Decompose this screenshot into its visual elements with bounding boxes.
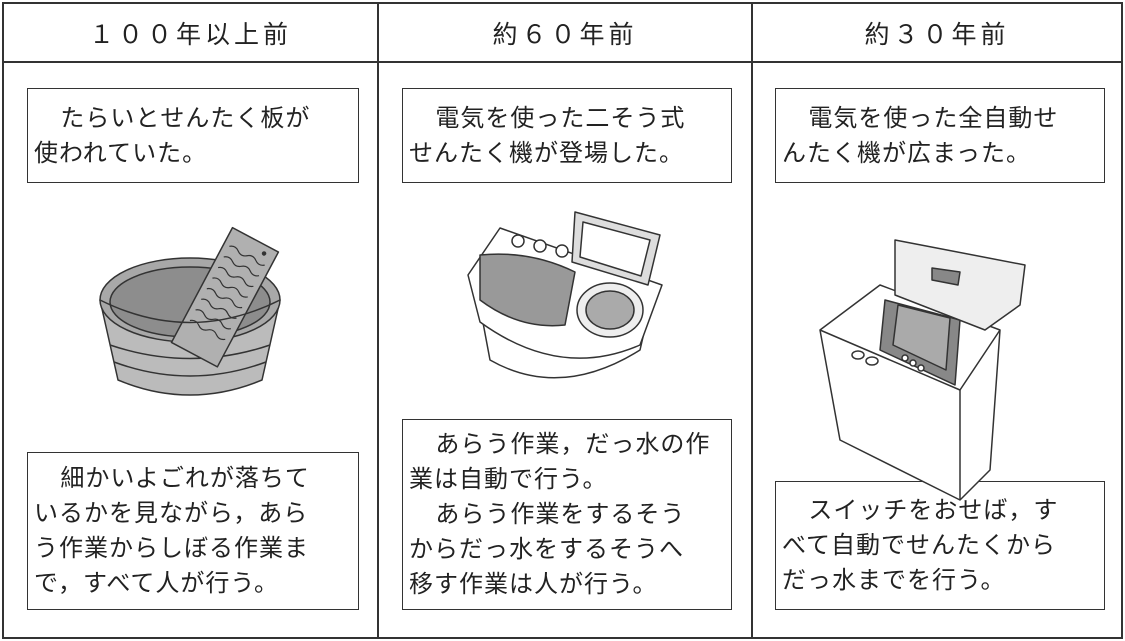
border: [377, 2, 379, 639]
text-line: あらう作業をするそう: [435, 500, 686, 528]
twin-tub: [467, 211, 663, 379]
text-line: スイッチをおせば，す: [808, 496, 1059, 524]
text-line: からだっ水をするそうへ: [409, 535, 684, 563]
text-line: 細かいよごれが落ちて: [60, 464, 310, 492]
text-line: あらう作業，だっ水の作: [435, 430, 711, 458]
text-box: 電気を使った二そう式 せんたく機が登場した。: [402, 88, 732, 183]
column-header: 約６０年前: [492, 20, 638, 49]
text-line: 電気を使った二そう式: [435, 103, 686, 132]
tub-washboard: [99, 226, 281, 396]
border: [751, 2, 753, 639]
text-line: いるかを見ながら，あら: [34, 499, 309, 527]
text-line: せんたく機が登場した。: [409, 138, 684, 167]
text-box: 細かいよごれが落ちて いるかを見ながら，あら う作業からしぼる作業ま で，すべて…: [27, 452, 359, 610]
text-line: で，すべて人が行う。: [34, 569, 279, 597]
text-line: 使われていた。: [34, 138, 208, 167]
text-line: んたく機が広まった。: [782, 138, 1032, 167]
column-header: １００年以上前: [88, 20, 292, 49]
border: [3, 61, 1123, 63]
text-line: う作業からしぼる作業ま: [34, 534, 309, 562]
text-line: べて自動でせんたくから: [782, 531, 1057, 559]
text-box: 電気を使った全自動せ んたく機が広まった。: [775, 88, 1105, 183]
text-line: 移す作業は人が行う。: [409, 570, 658, 598]
border: [3, 2, 1123, 4]
text-line: 業は自動で行う。: [409, 465, 608, 493]
border: [3, 637, 1123, 639]
text-line: 電気を使った全自動せ: [808, 103, 1059, 132]
column-header: 約３０年前: [864, 20, 1010, 49]
text-box: たらいとせんたく板が 使われていた。: [27, 88, 359, 183]
border: [1121, 2, 1123, 639]
border: [2, 2, 4, 639]
top-loader: [819, 239, 1026, 501]
text-line: たらいとせんたく板が: [60, 103, 311, 132]
text-box: あらう作業，だっ水の作 業は自動で行う。 あらう作業をするそう からだっ水をする…: [402, 419, 732, 610]
text-line: だっ水までを行う。: [782, 566, 1006, 594]
text-box: スイッチをおせば，す べて自動でせんたくから だっ水までを行う。: [775, 481, 1105, 610]
